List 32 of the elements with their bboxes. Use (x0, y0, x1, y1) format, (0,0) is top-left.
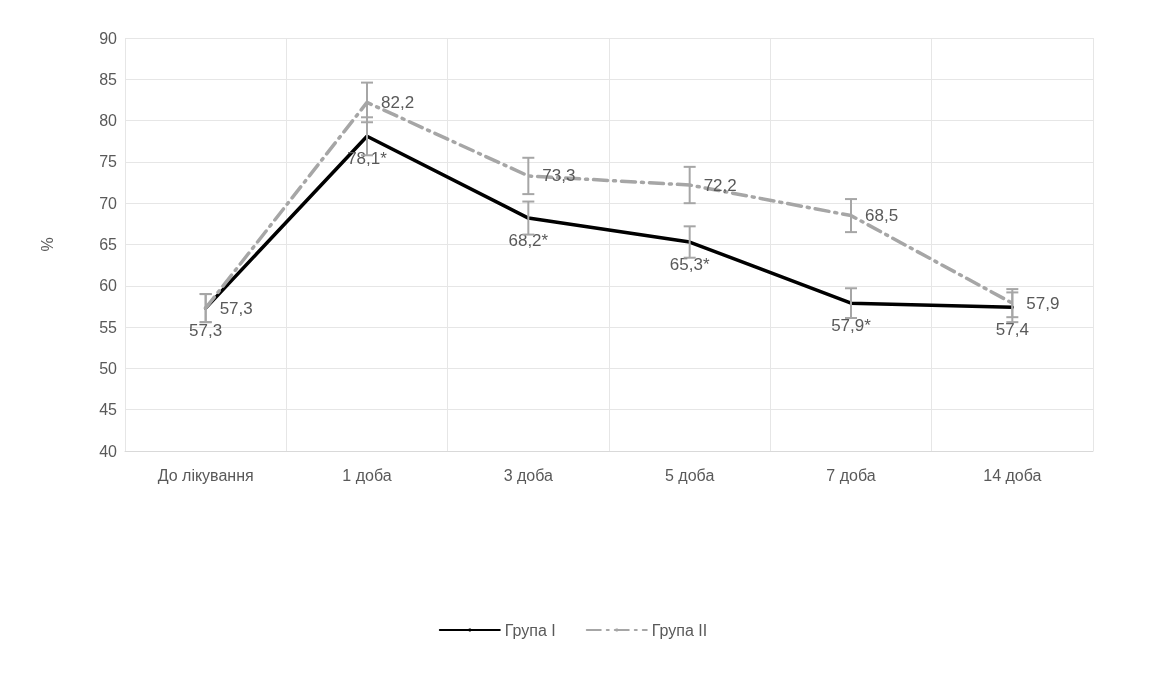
x-tick-label: 14 доба (983, 466, 1042, 484)
x-tick-label: 7 доба (826, 466, 876, 484)
x-tick-label: 5 доба (665, 466, 715, 484)
data-label: 57,3 (219, 298, 253, 318)
y-tick-label: 75 (99, 153, 118, 171)
y-tick-label: 40 (99, 442, 118, 460)
data-label: 78,1* (347, 149, 388, 169)
data-label: 57,3 (189, 321, 223, 341)
legend-label: Група I (504, 621, 556, 639)
y-tick-label: 70 (99, 194, 118, 212)
y-tick-label: 45 (99, 401, 118, 419)
y-tick-label: 55 (99, 318, 118, 336)
x-tick-label: До лікування (157, 466, 254, 484)
y-tick-label: 80 (99, 112, 118, 130)
x-tick-label: 3 доба (503, 466, 554, 484)
data-label: 68,2* (508, 231, 549, 251)
y-tick-label: 85 (99, 70, 118, 88)
y-tick-label: 65 (99, 236, 118, 253)
data-label: 72,2 (703, 175, 737, 195)
data-label: 57,4 (995, 320, 1029, 340)
data-label: 65,3* (669, 255, 710, 275)
y-axis-title: % (38, 237, 56, 252)
legend-label: Група II (651, 621, 708, 639)
y-tick-label: 60 (99, 277, 118, 295)
data-label: 82,2 (381, 92, 415, 112)
y-tick-label: 90 (99, 29, 118, 47)
data-label: 68,5 (865, 206, 899, 226)
data-label: 57,9 (1026, 293, 1060, 313)
x-tick-label: 1 доба (342, 466, 392, 484)
data-label: 73,3 (542, 166, 576, 186)
data-label: 57,9* (831, 316, 872, 336)
y-tick-label: 50 (99, 359, 118, 377)
